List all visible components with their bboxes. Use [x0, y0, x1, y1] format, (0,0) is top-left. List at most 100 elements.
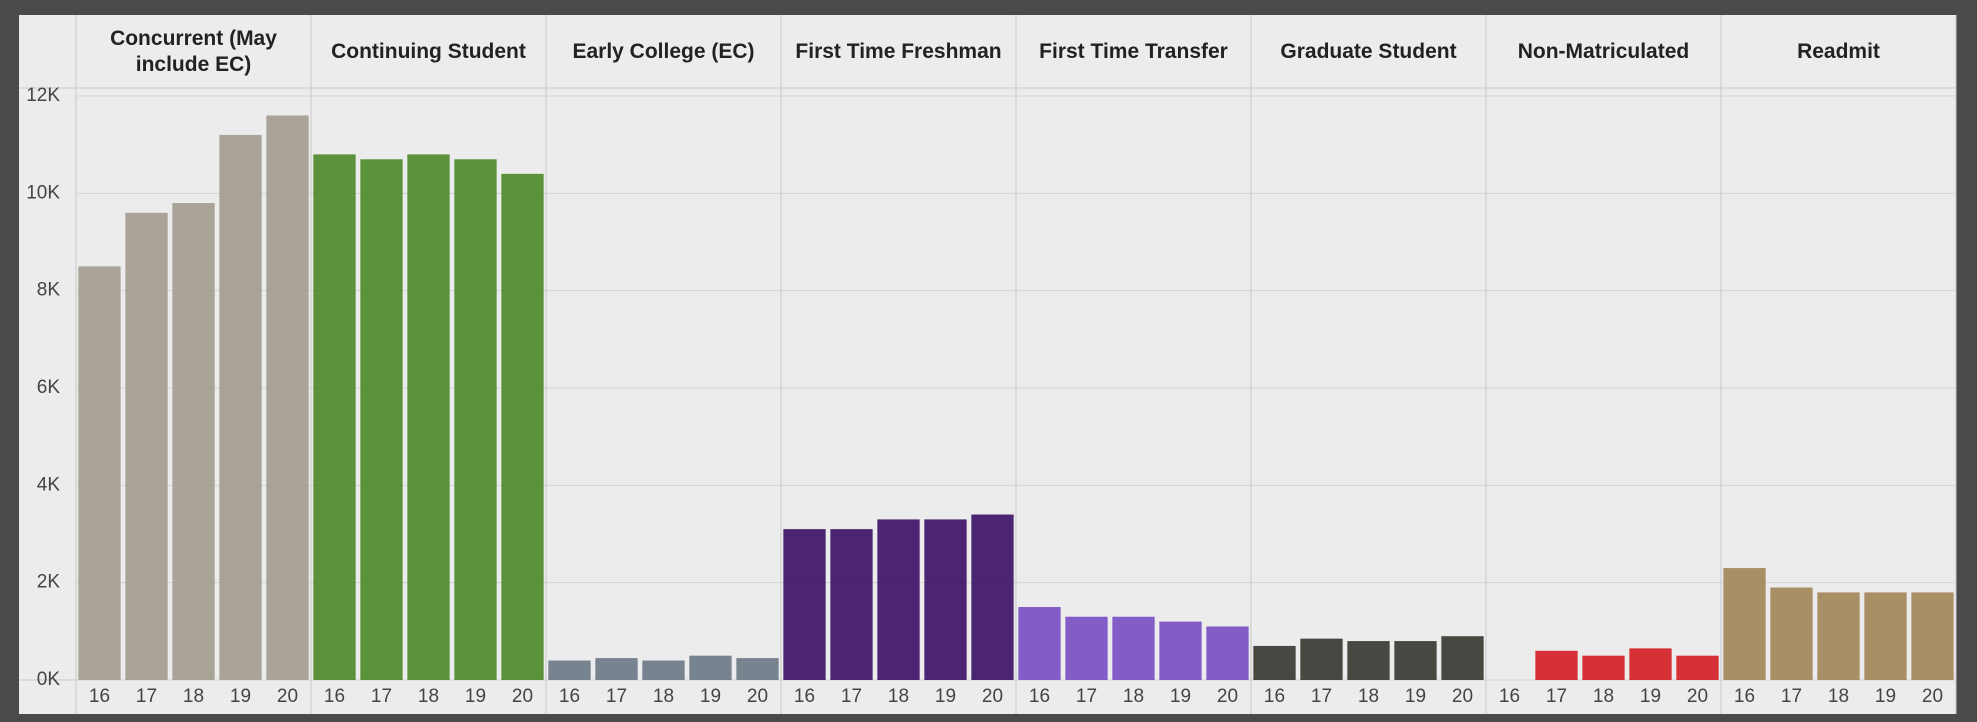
- bar: [1535, 650, 1578, 680]
- x-tick-label: 20: [982, 686, 1003, 707]
- bar: [1441, 636, 1484, 680]
- x-tick-label: 16: [89, 686, 110, 707]
- y-tick-label: 8K: [37, 280, 61, 301]
- bar: [360, 159, 403, 680]
- facet-header: Concurrent (May include EC): [110, 27, 277, 76]
- bar: [1112, 616, 1155, 680]
- bar: [1582, 655, 1625, 680]
- bar: [407, 154, 450, 680]
- bar: [454, 159, 497, 680]
- x-tick-label: 18: [1123, 686, 1144, 707]
- bar: [266, 115, 309, 680]
- x-tick-label: 17: [136, 686, 157, 707]
- x-tick-label: 18: [653, 686, 674, 707]
- bar: [1911, 592, 1954, 680]
- facet-title: Readmit: [1797, 39, 1880, 63]
- facet-title: Concurrent (May include EC): [110, 27, 277, 76]
- bar: [219, 134, 262, 680]
- x-tick-label: 19: [1640, 686, 1661, 707]
- x-tick-label: 20: [277, 686, 298, 707]
- bar: [924, 519, 967, 680]
- bar: [595, 658, 638, 680]
- facet-header: Non-Matriculated: [1517, 39, 1690, 63]
- bar: [783, 529, 826, 680]
- x-tick-label: 17: [1076, 686, 1097, 707]
- x-tick-label: 17: [1311, 686, 1332, 707]
- bar: [1723, 568, 1766, 680]
- x-tick-label: 17: [841, 686, 862, 707]
- bar: [1206, 626, 1249, 680]
- bar: [1770, 587, 1813, 680]
- bar: [125, 212, 168, 681]
- facet-title: Non-Matriculated: [1517, 39, 1690, 63]
- bar: [1629, 648, 1672, 680]
- x-tick-label: 20: [1217, 686, 1238, 707]
- x-tick-label: 16: [1264, 686, 1285, 707]
- y-tick-label: 12K: [26, 85, 60, 106]
- x-tick-label: 16: [1734, 686, 1755, 707]
- bar: [1864, 592, 1907, 680]
- x-tick-label: 20: [1687, 686, 1708, 707]
- facet-header: Continuing Student: [331, 39, 526, 63]
- x-tick-label: 17: [1546, 686, 1567, 707]
- bar: [689, 655, 732, 680]
- x-tick-label: 18: [183, 686, 204, 707]
- facet-title: Early College (EC): [572, 39, 755, 63]
- x-tick-label: 17: [606, 686, 627, 707]
- x-tick-label: 18: [1593, 686, 1614, 707]
- x-tick-label: 19: [935, 686, 956, 707]
- x-tick-label: 16: [1499, 686, 1520, 707]
- facet-title: Continuing Student: [331, 39, 526, 63]
- x-tick-label: 20: [512, 686, 533, 707]
- bar: [1676, 655, 1719, 680]
- bar: [877, 519, 920, 680]
- y-tick-label: 4K: [37, 474, 61, 495]
- bar: [1065, 616, 1108, 680]
- x-tick-label: 16: [794, 686, 815, 707]
- facet-title: First Time Freshman: [795, 39, 1002, 63]
- x-tick-label: 20: [747, 686, 768, 707]
- y-tick-label: 2K: [37, 572, 61, 593]
- bar: [172, 203, 215, 681]
- x-tick-label: 18: [1358, 686, 1379, 707]
- x-tick-label: 16: [559, 686, 580, 707]
- bar: [1159, 621, 1202, 680]
- bar: [1300, 638, 1343, 680]
- x-tick-label: 16: [1029, 686, 1050, 707]
- facet-header: Early College (EC): [572, 39, 755, 63]
- bar: [1253, 645, 1296, 680]
- facet-header: First Time Freshman: [795, 39, 1002, 63]
- bar: [736, 658, 779, 680]
- facet-header: Graduate Student: [1280, 39, 1457, 63]
- x-tick-label: 17: [1781, 686, 1802, 707]
- x-tick-label: 19: [465, 686, 486, 707]
- y-tick-label: 10K: [26, 182, 60, 203]
- bar: [1347, 641, 1390, 680]
- x-tick-label: 19: [1170, 686, 1191, 707]
- x-tick-label: 17: [371, 686, 392, 707]
- bar: [642, 660, 685, 680]
- bar: [78, 266, 121, 680]
- x-tick-label: 18: [888, 686, 909, 707]
- bar: [501, 173, 544, 680]
- bar: [971, 514, 1014, 680]
- x-tick-label: 19: [700, 686, 721, 707]
- bar: [313, 154, 356, 680]
- x-tick-label: 19: [230, 686, 251, 707]
- bar: [1817, 592, 1860, 680]
- x-tick-label: 16: [324, 686, 345, 707]
- bar: [830, 529, 873, 680]
- x-tick-label: 20: [1452, 686, 1473, 707]
- bar: [548, 660, 591, 680]
- y-tick-label: 0K: [37, 669, 61, 690]
- x-tick-label: 20: [1922, 686, 1943, 707]
- bar: [1394, 641, 1437, 680]
- facet-header: First Time Transfer: [1039, 39, 1228, 63]
- facet-title: Graduate Student: [1280, 39, 1457, 63]
- facet-title: First Time Transfer: [1039, 39, 1228, 63]
- y-tick-label: 6K: [37, 377, 61, 398]
- facet-header: Readmit: [1797, 39, 1880, 63]
- x-tick-label: 19: [1405, 686, 1426, 707]
